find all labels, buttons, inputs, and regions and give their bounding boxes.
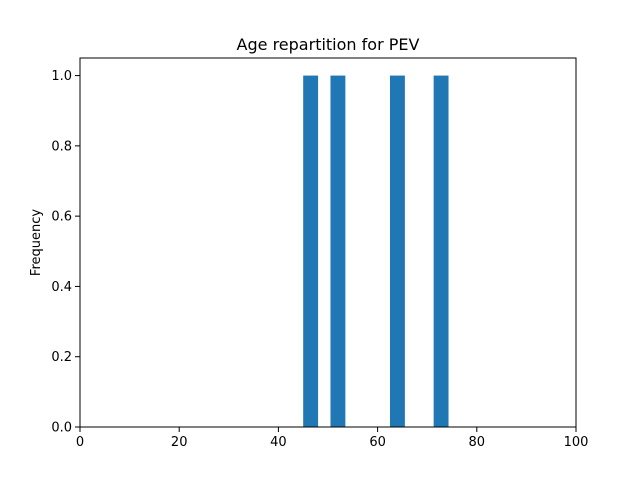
x-axis: 0 20 40 60 80 100 bbox=[76, 427, 589, 450]
y-tick-label-5: 1.0 bbox=[51, 69, 72, 84]
x-tick-label-2: 40 bbox=[270, 435, 287, 450]
y-tick-label-4: 0.8 bbox=[51, 139, 72, 154]
x-tick-label-5: 100 bbox=[564, 435, 589, 450]
y-axis: 0.0 0.2 0.4 0.6 0.8 1.0 bbox=[51, 69, 80, 436]
y-axis-label: Frequency bbox=[29, 209, 44, 276]
histogram-bar-3 bbox=[390, 75, 405, 428]
y-tick-label-0: 0.0 bbox=[51, 421, 72, 436]
y-tick-label-3: 0.6 bbox=[51, 210, 72, 225]
y-tick-label-1: 0.2 bbox=[51, 350, 72, 365]
x-tick-label-4: 80 bbox=[469, 435, 486, 450]
x-tick-label-3: 60 bbox=[369, 435, 386, 450]
x-tick-label-1: 20 bbox=[171, 435, 188, 450]
chart-title: Age repartition for PEV bbox=[237, 35, 420, 54]
plot-frame bbox=[79, 57, 577, 428]
x-tick-label-0: 0 bbox=[76, 435, 84, 450]
histogram-bar-4 bbox=[433, 75, 449, 428]
bars-group bbox=[303, 75, 449, 428]
histogram-bar-2 bbox=[330, 75, 346, 428]
y-tick-label-2: 0.4 bbox=[51, 280, 72, 295]
histogram-bar-1 bbox=[303, 75, 319, 428]
